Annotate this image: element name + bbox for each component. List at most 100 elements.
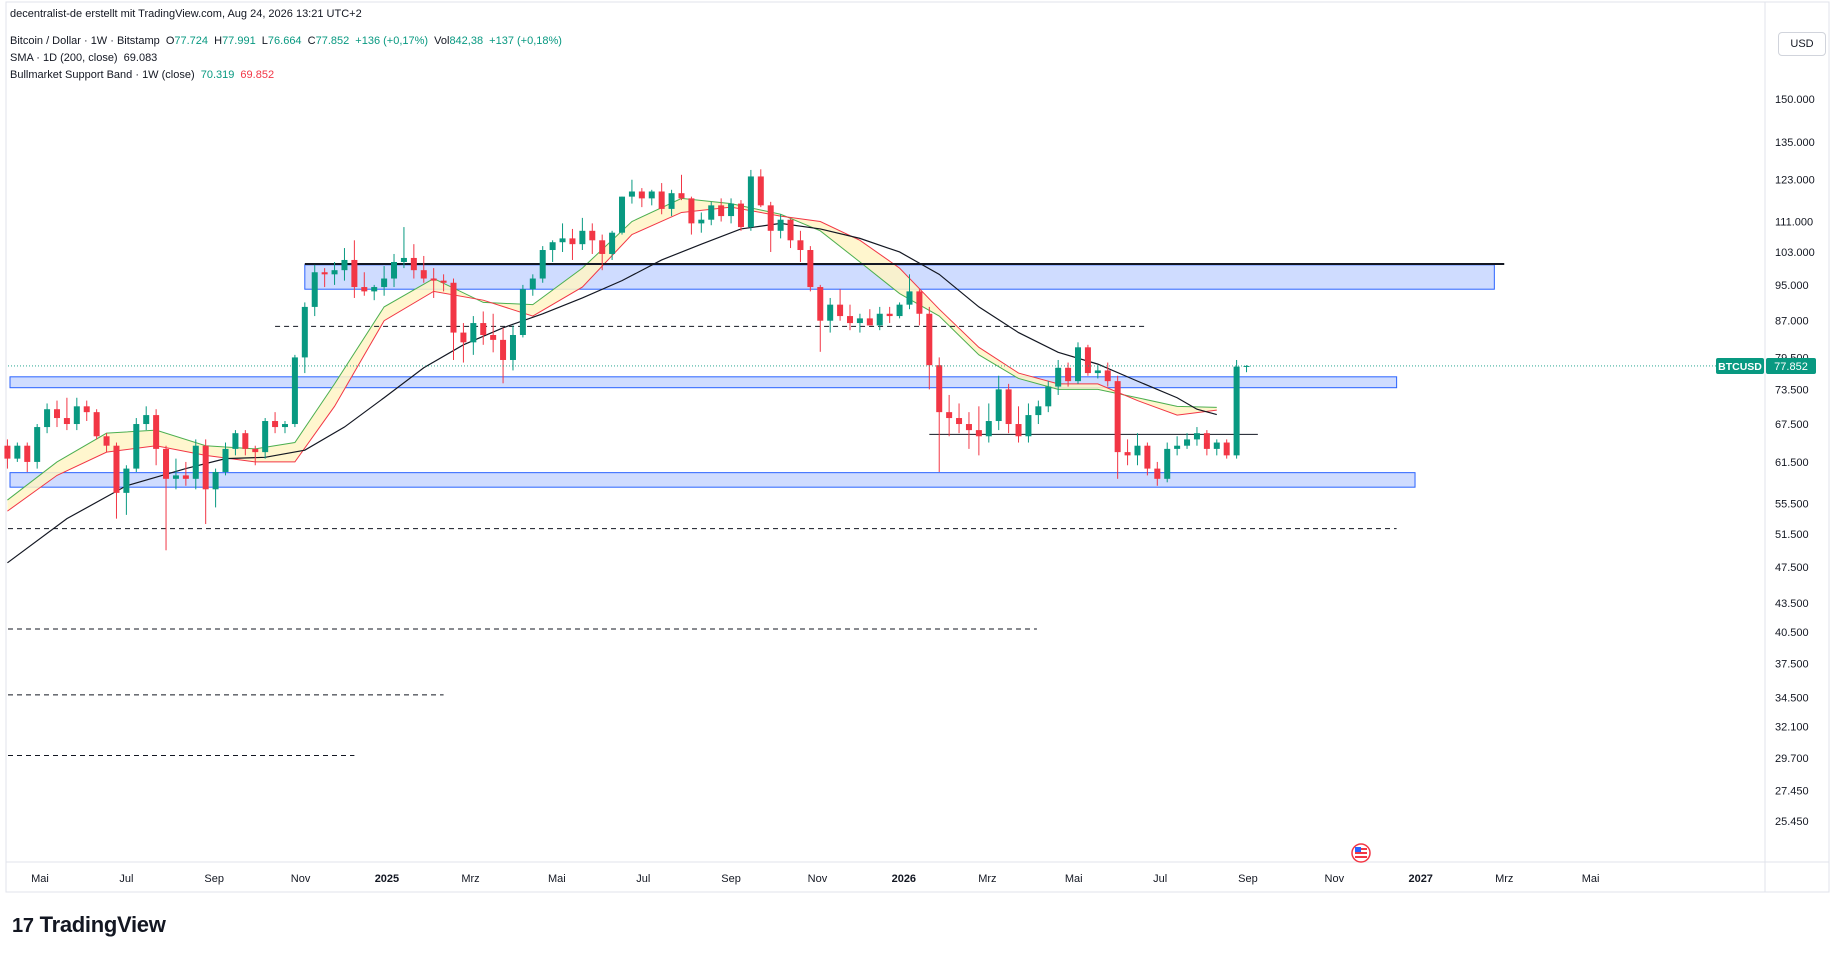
candle [628,179,635,204]
candle [281,421,288,434]
candlestick-series [4,169,1765,551]
candle [272,412,279,434]
candle [638,188,645,208]
candle [1223,439,1230,459]
last-price-symbol: BTCUSD [1718,361,1762,373]
candle [1124,439,1131,466]
time-tick-label: 2027 [1408,873,1432,885]
candle [648,189,655,206]
volume-label: Vol [434,35,450,47]
candle [44,403,51,434]
candle [866,309,873,326]
candle [103,433,110,453]
candle [202,439,209,525]
zone-2 [9,472,1416,488]
time-tick-label: Jul [119,873,133,885]
candle [371,284,378,301]
candle [1243,365,1250,373]
time-tick-label: 2025 [375,873,399,885]
candle [301,302,308,374]
last-price-value-tag [1766,357,1816,374]
price-tick-label: 135.000 [1775,137,1815,149]
candle [470,316,477,355]
candle [995,375,1002,431]
candle [757,169,764,208]
time-tick-label: Jul [636,873,650,885]
candle [252,445,259,466]
candle [400,227,407,269]
time-tick-label: Nov [1325,873,1345,885]
price-tick-label: 40.500 [1775,627,1809,639]
candle [361,272,368,296]
bmsb-legend[interactable]: Bullmarket Support Band · 1W (close) 70.… [10,69,277,81]
candle [222,442,229,476]
candle [83,400,90,422]
candle [430,268,437,298]
candle [916,289,923,326]
candle [539,246,546,283]
candle [599,234,606,271]
candle [728,198,735,224]
time-tick-label: Mrz [1495,873,1513,885]
sma-label: SMA · 1D (200, close) [10,52,118,64]
candle [311,264,318,317]
high-value: 77.991 [222,35,256,47]
candle [529,274,536,296]
low-value: 76.664 [267,35,302,47]
price-axis[interactable]: 150.000 135.000 123.000 111.000 103.000 95.00… [1775,94,1815,828]
price-tick-label: 34.500 [1775,692,1809,704]
time-tick-label: Sep [204,873,224,885]
zone-1 [9,376,1398,389]
time-tick-label: Mrz [978,873,996,885]
price-tick-label: 103.000 [1775,247,1815,259]
candle [926,306,933,390]
candle [886,306,893,324]
candle [1184,433,1191,449]
time-tick-label: Nov [808,873,828,885]
candle [34,424,41,469]
candle [153,409,160,466]
candle [708,201,715,226]
us-flag-icon[interactable] [1351,843,1371,863]
candle [797,230,804,262]
candle [53,400,60,428]
band-upper-line [7,197,1217,501]
candle [480,311,487,345]
horizontal-levels [8,263,1505,757]
candle [1114,375,1121,479]
price-tick-label: 111.000 [1775,217,1813,229]
high-label: H [214,35,223,47]
candle [1174,436,1181,456]
candle [1154,461,1161,486]
price-tick-label: 32.100 [1775,722,1809,734]
time-axis[interactable]: Mai Jul Sep Nov 2025 Mrz Mai Jul Sep Nov 2026 Mrz Ma… [31,873,1599,885]
candle [579,217,586,251]
candle [876,306,883,331]
candle [1094,365,1101,379]
candle [688,196,695,235]
open-value: 77.724 [174,35,209,47]
candle [936,357,943,472]
candle [1144,442,1151,476]
currency-button[interactable]: USD [1778,32,1826,56]
price-tick-label: 27.450 [1775,785,1809,797]
time-tick-label: Mai [1065,873,1083,885]
candle [331,261,338,285]
tradingview-logo[interactable]: 17 TradingView [12,912,166,938]
sma-legend[interactable]: SMA · 1D (200, close) 69.083 [10,52,160,64]
price-tick-label: 29.700 [1775,753,1809,765]
candle [1075,342,1082,384]
candle [1065,362,1072,387]
candle [1104,362,1111,387]
symbol-title[interactable]: Bitcoin / Dollar · 1W · Bitstamp [10,35,160,47]
candle [341,248,348,281]
candle [1203,430,1210,456]
candle [985,403,992,443]
bmsb-label: Bullmarket Support Band · 1W (close) [10,69,195,81]
price-tick-label: 51.500 [1775,529,1809,541]
time-tick-label: 2026 [892,873,916,885]
candle [212,468,219,508]
candle [63,397,70,431]
chart-credit: decentralist-de erstellt mit TradingView… [10,8,362,20]
